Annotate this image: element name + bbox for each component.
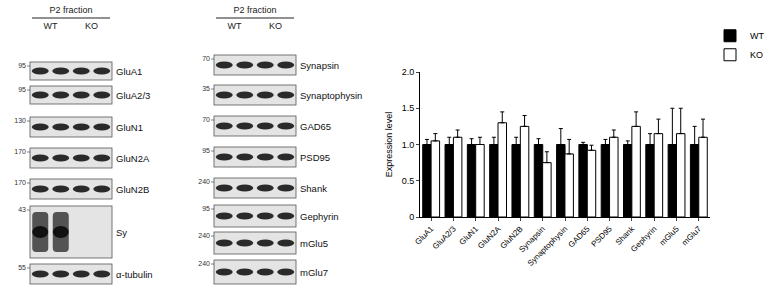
svg-text:Synaptophysin: Synaptophysin bbox=[300, 90, 362, 101]
svg-text:95: 95 bbox=[18, 86, 26, 93]
svg-text:WT: WT bbox=[750, 31, 764, 41]
svg-text:WT: WT bbox=[228, 21, 242, 31]
svg-text:240: 240 bbox=[198, 260, 210, 267]
svg-text:Gephyrin: Gephyrin bbox=[629, 224, 658, 253]
svg-text:240: 240 bbox=[198, 232, 210, 239]
svg-text:0.5: 0.5 bbox=[402, 176, 415, 186]
svg-text:Synapsin: Synapsin bbox=[300, 60, 339, 71]
svg-text:Shank: Shank bbox=[300, 183, 327, 194]
svg-text:130: 130 bbox=[14, 117, 26, 124]
svg-text:GluA2/3: GluA2/3 bbox=[116, 90, 150, 101]
svg-text:240: 240 bbox=[198, 178, 210, 185]
svg-text:GluN2A: GluN2A bbox=[116, 153, 150, 164]
svg-text:mGlu7: mGlu7 bbox=[680, 224, 703, 247]
svg-text:GluA2/3: GluA2/3 bbox=[431, 224, 458, 251]
svg-text:43: 43 bbox=[18, 206, 26, 213]
svg-text:Shank: Shank bbox=[614, 224, 637, 247]
svg-text:KO: KO bbox=[750, 50, 763, 60]
svg-text:170: 170 bbox=[14, 179, 26, 186]
svg-text:2.0: 2.0 bbox=[402, 67, 415, 77]
svg-text:Synaptophysin: Synaptophysin bbox=[526, 224, 569, 267]
svg-text:0: 0 bbox=[409, 212, 414, 222]
svg-text:mGlu5: mGlu5 bbox=[300, 238, 328, 249]
svg-text:P2 fraction: P2 fraction bbox=[49, 5, 92, 15]
svg-text:WT: WT bbox=[44, 21, 58, 31]
svg-text:GluN2B: GluN2B bbox=[116, 184, 149, 195]
svg-text:GluN1: GluN1 bbox=[116, 122, 143, 133]
svg-text:GluA1: GluA1 bbox=[413, 224, 435, 246]
svg-text:GluA1: GluA1 bbox=[116, 66, 142, 77]
svg-text:KO: KO bbox=[85, 21, 98, 31]
svg-text:P2 fraction: P2 fraction bbox=[233, 5, 276, 15]
svg-text:95: 95 bbox=[202, 147, 210, 154]
svg-text:GAD65: GAD65 bbox=[567, 224, 592, 249]
svg-text:95: 95 bbox=[18, 62, 26, 69]
svg-text:1.0: 1.0 bbox=[402, 140, 415, 150]
svg-text:α-tubulin: α-tubulin bbox=[116, 269, 153, 280]
svg-text:GluN1: GluN1 bbox=[458, 224, 481, 247]
svg-text:PSD95: PSD95 bbox=[300, 152, 330, 163]
svg-text:55: 55 bbox=[18, 264, 26, 271]
svg-text:GAD65: GAD65 bbox=[300, 121, 331, 132]
svg-text:95: 95 bbox=[202, 205, 210, 212]
svg-text:Synapsin: Synapsin bbox=[517, 224, 547, 254]
svg-text:KO: KO bbox=[269, 21, 282, 31]
svg-text:Expression level: Expression level bbox=[384, 112, 394, 178]
svg-text:GluN2B: GluN2B bbox=[498, 224, 524, 250]
svg-text:mGlu5: mGlu5 bbox=[658, 224, 681, 247]
svg-text:70: 70 bbox=[202, 116, 210, 123]
svg-text:1.5: 1.5 bbox=[402, 103, 415, 113]
svg-text:PSD95: PSD95 bbox=[590, 224, 615, 249]
svg-text:Gephyrin: Gephyrin bbox=[300, 211, 339, 222]
svg-text:GluN2A: GluN2A bbox=[476, 224, 503, 251]
svg-text:170: 170 bbox=[14, 148, 26, 155]
svg-text:Sy: Sy bbox=[116, 227, 127, 238]
svg-text:35: 35 bbox=[202, 85, 210, 92]
svg-text:70: 70 bbox=[202, 55, 210, 62]
svg-text:mGlu7: mGlu7 bbox=[300, 267, 328, 278]
